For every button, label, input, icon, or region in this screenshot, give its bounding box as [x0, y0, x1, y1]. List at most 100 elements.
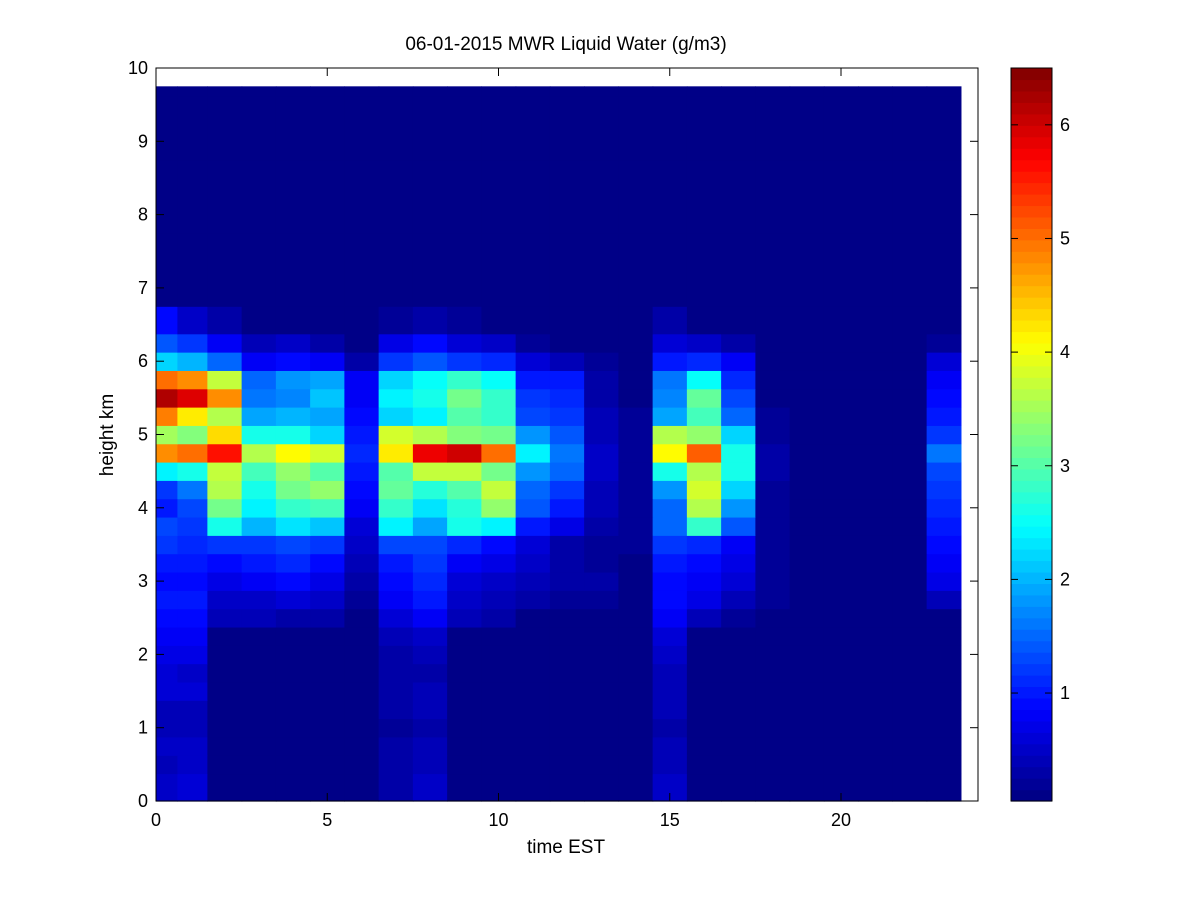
heatmap-cell: [755, 700, 791, 720]
heatmap-cell: [241, 370, 277, 390]
heatmap-cell: [823, 663, 859, 683]
heatmap-cell: [275, 736, 311, 756]
heatmap-cell: [241, 736, 277, 756]
heatmap-cell: [378, 571, 414, 591]
heatmap-cell: [858, 443, 893, 463]
x-tick-label: 5: [322, 810, 332, 830]
heatmap-cell: [892, 480, 928, 500]
heatmap-cell: [310, 461, 345, 481]
heatmap-cell: [207, 571, 243, 591]
heatmap-cell: [447, 370, 482, 390]
heatmap-cell: [156, 370, 179, 390]
heatmap-cell: [515, 571, 551, 591]
heatmap-cell: [652, 480, 688, 500]
heatmap-cell: [823, 370, 859, 390]
heatmap-cell: [177, 498, 208, 518]
heatmap-cell: [241, 95, 277, 124]
heatmap-cell: [652, 86, 688, 97]
heatmap-cell: [156, 626, 179, 646]
heatmap-cell: [789, 159, 825, 197]
heatmap-cell: [207, 443, 243, 463]
heatmap-cell: [156, 407, 179, 426]
heatmap-cell: [515, 645, 551, 665]
heatmap-cell: [858, 269, 893, 307]
heatmap-cell: [823, 736, 859, 756]
heatmap-cell: [618, 516, 654, 536]
heatmap-cell: [447, 498, 482, 518]
heatmap-cell: [378, 159, 414, 197]
heatmap-cell: [481, 571, 517, 591]
heatmap-cell: [177, 269, 208, 307]
heatmap-cell: [412, 553, 448, 573]
colorbar-tick-label: 6: [1060, 115, 1070, 135]
heatmap-cell: [177, 159, 208, 197]
heatmap-cell: [447, 443, 482, 463]
heatmap-cell: [892, 306, 928, 335]
colorbar-swatch: [1011, 720, 1052, 733]
heatmap-cell: [412, 425, 448, 445]
heatmap-cell: [721, 681, 756, 701]
heatmap-cell: [755, 498, 791, 518]
heatmap-cell: [686, 590, 722, 610]
colorbar-swatch: [1011, 445, 1052, 458]
heatmap-cell: [721, 407, 756, 426]
colorbar: 1 2 3 4 5 6: [1010, 67, 1070, 802]
colorbar-swatch: [1011, 732, 1052, 745]
heatmap-cell: [412, 122, 448, 161]
heatmap-cell: [447, 681, 482, 701]
y-tick-label: 9: [138, 131, 148, 151]
heatmap-cell: [481, 370, 517, 390]
heatmap-cell: [618, 333, 654, 353]
heatmap-cell: [156, 718, 179, 738]
heatmap-cell: [515, 232, 551, 271]
heatmap-cell: [275, 773, 311, 802]
heatmap-cell: [549, 425, 585, 445]
heatmap-cell: [310, 333, 345, 353]
heatmap-cell: [618, 370, 654, 390]
heatmap-cell: [926, 269, 962, 307]
heatmap-cell: [584, 443, 619, 463]
colorbar-swatch: [1011, 388, 1052, 401]
heatmap-cell: [858, 571, 893, 591]
heatmap-cell: [344, 516, 380, 536]
heatmap-cell: [515, 736, 551, 756]
heatmap-cell: [721, 333, 756, 353]
heatmap-cell: [584, 159, 619, 197]
heatmap-cell: [755, 370, 791, 390]
colorbar-swatch: [1011, 148, 1052, 161]
y-axis-label: height km: [97, 394, 118, 476]
colorbar-swatch: [1011, 182, 1052, 195]
heatmap-cell: [652, 306, 688, 335]
heatmap-cell: [755, 95, 791, 124]
heatmap-cell: [926, 461, 962, 481]
heatmap-cell: [481, 352, 517, 371]
heatmap-cell: [156, 159, 179, 197]
heatmap-cell: [275, 333, 311, 353]
heatmap-cell: [241, 425, 277, 445]
heatmap-cell: [721, 608, 756, 628]
heatmap-cell: [858, 159, 893, 197]
heatmap-cell: [310, 553, 345, 573]
heatmap-cell: [618, 352, 654, 371]
heatmap-cell: [652, 516, 688, 536]
heatmap-cell: [310, 86, 345, 97]
heatmap-cell: [156, 571, 179, 591]
heatmap-cell: [515, 480, 551, 500]
heatmap-cell: [686, 498, 722, 518]
heatmap-cell: [378, 269, 414, 307]
heatmap-cell: [378, 681, 414, 701]
heatmap-cell: [926, 773, 962, 802]
heatmap-cell: [823, 516, 859, 536]
heatmap-cell: [652, 700, 688, 720]
heatmap-cell: [892, 333, 928, 353]
heatmap-cell: [618, 407, 654, 426]
heatmap-cell: [926, 407, 962, 426]
heatmap-cell: [515, 608, 551, 628]
heatmap-cell: [755, 159, 791, 197]
heatmap-cell: [584, 590, 619, 610]
heatmap-cell: [789, 333, 825, 353]
colorbar-swatch: [1011, 400, 1052, 413]
heatmap-cell: [207, 196, 243, 234]
heatmap-cell: [515, 95, 551, 124]
heatmap-cell: [858, 196, 893, 234]
